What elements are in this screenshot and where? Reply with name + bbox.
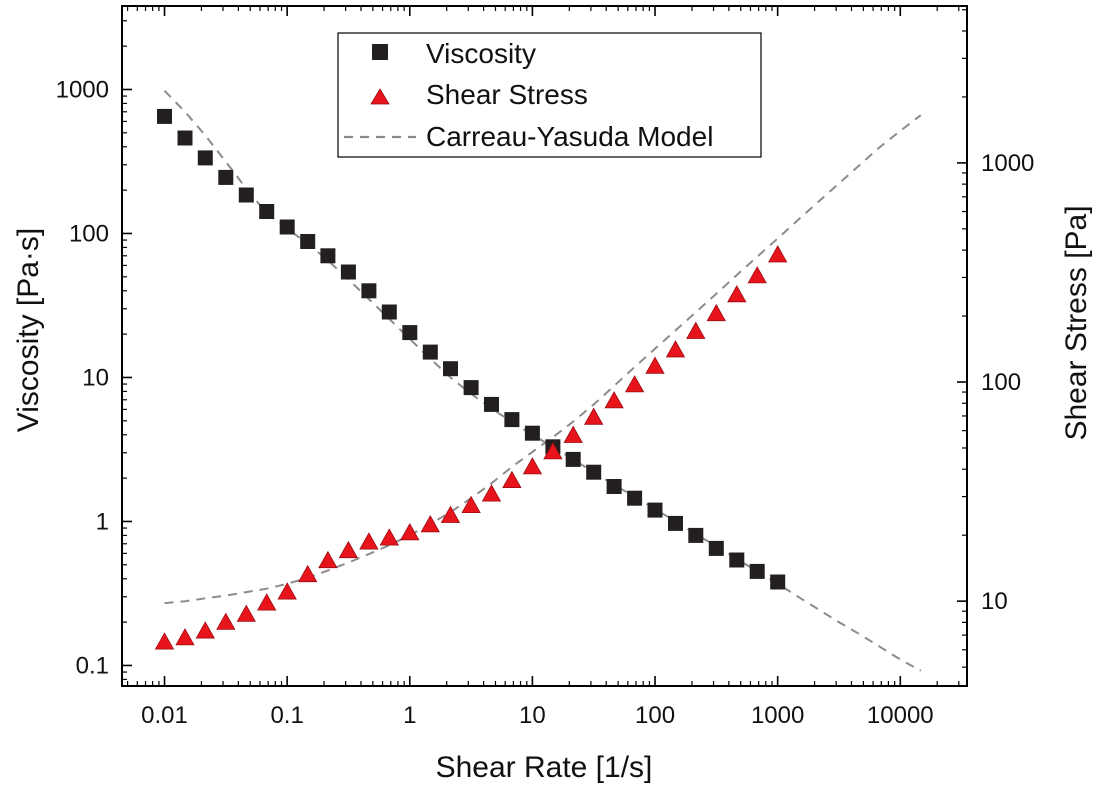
viscosity-point [443,361,458,377]
y-tick-label: 0.1 [76,652,109,679]
shear-stress-point [298,564,318,583]
legend-shear-stress-marker [370,88,390,105]
plot-frame [121,5,968,687]
viscosity-point [320,248,336,264]
shear-stress-point [727,284,747,303]
viscosity-point [688,527,704,543]
legend-viscosity-marker [372,44,388,60]
legend: Viscosity Shear Stress Carreau-Yasuda Mo… [337,32,762,158]
axes: 0.01 0.1 1 10 100 1000 10000 0.1 1 10 100 1000 10 100… [56,6,1034,729]
x-axis-title: Shear Rate [1/s] [436,751,653,784]
viscosity-point [463,380,479,396]
y2-tick-label: 1000 [981,150,1034,177]
shear-stress-point [440,505,461,523]
x-tick-label: 100 [635,702,675,729]
shear-stress-point [624,375,645,393]
viscosity-point [157,108,172,124]
viscosity-point [668,515,683,531]
x-tick-label: 0.1 [270,702,303,729]
viscosity-point [279,219,295,235]
viscosity-point [749,563,765,579]
viscosity-point [218,169,234,185]
viscosity-point [729,552,745,568]
viscosity-point [422,344,438,360]
shear-stress-point [420,514,440,533]
shear-stress-point [338,540,359,559]
shear-stress-point [706,303,726,322]
y2-axis-title: Shear Stress [Pa] [1060,205,1093,440]
shear-stress-point [257,593,277,611]
shear-stress-point [318,550,338,569]
x-tick-label: 0.01 [141,702,188,729]
viscosity-point [340,264,356,280]
viscosity-point [381,304,397,320]
x-tick-label: 1 [403,702,416,729]
y-tick-label: 100 [69,220,109,247]
shear-stress-point [543,442,563,460]
shear-stress-point [604,391,624,409]
shear-stress-point [400,522,420,541]
viscosity-point [586,464,602,480]
viscosity-point [606,479,622,494]
shear-stress-point [236,604,256,622]
shear-stress-point [563,425,583,443]
shear-stress-point [522,457,543,475]
shear-stress-point [584,407,604,425]
viscosity-point [708,540,724,556]
viscosity-point [627,490,643,506]
viscosity-point [300,234,316,249]
viscosity-point [402,325,418,341]
viscosity-point [177,130,193,146]
y2-tick-label: 100 [981,369,1021,396]
shear-stress-point [175,628,195,646]
model-curve-viscosity [163,90,922,672]
model-curves [163,90,922,672]
legend-viscosity-label: Viscosity [426,38,536,69]
shear-stress-point [379,528,399,546]
y-axis-title: Viscosity [Pa·s] [12,228,45,433]
shear-stress-point [359,532,379,550]
viscosity-point [770,574,786,590]
x-tick-label: 1000 [751,702,804,729]
y-tick-label: 1000 [56,76,109,103]
shear-stress-point [154,632,175,650]
data-markers [154,108,788,650]
shear-stress-point [502,470,522,488]
shear-stress-point [645,356,665,374]
viscosity-point [484,396,499,412]
viscosity-point [259,204,275,219]
y-tick-label: 10 [82,364,109,391]
viscosity-point [361,283,377,299]
shear-stress-point [768,245,788,263]
shear-stress-point [747,266,767,284]
y2-tick-label: 10 [981,588,1008,615]
x-tick-label: 10 [519,702,546,729]
x-tick-label: 10000 [867,702,934,729]
viscosity-point [524,425,540,441]
legend-shear-stress-label: Shear Stress [426,79,588,110]
y-tick-label: 1 [96,508,109,535]
shear-stress-point [686,321,706,339]
shear-stress-point [277,582,297,600]
model-curve-shear-stress [164,114,922,605]
legend-model-label: Carreau-Yasuda Model [426,121,713,152]
shear-stress-point [216,612,236,630]
viscosity-point [647,502,663,518]
viscosity-point [565,451,581,467]
viscosity-point [238,187,254,203]
shear-stress-point [481,484,502,502]
viscosity-point [197,150,213,166]
shear-stress-point [665,340,686,358]
shear-stress-point [461,495,481,513]
shear-stress-point [195,621,215,639]
viscosity-point [504,412,520,428]
